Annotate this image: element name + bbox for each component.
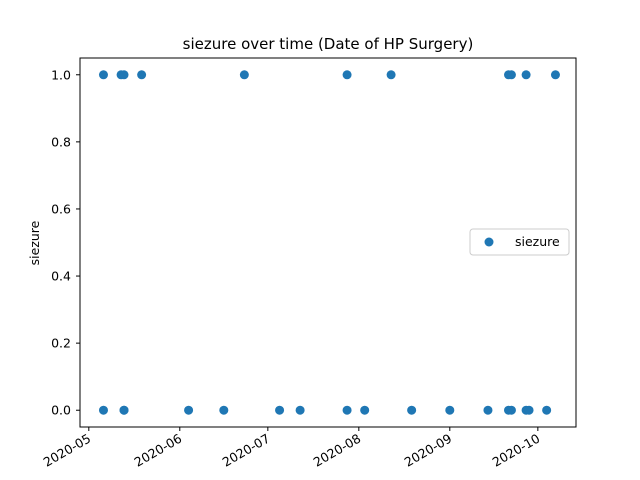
scatter-point <box>137 70 147 80</box>
scatter-point <box>445 405 455 415</box>
y-axis-label: siezure <box>27 220 42 265</box>
scatter-point <box>275 405 285 415</box>
legend-marker <box>484 237 494 247</box>
scatter-point <box>550 70 560 80</box>
scatter-point <box>506 405 516 415</box>
y-tick-label: 0.8 <box>51 134 71 149</box>
legend-label: siezure <box>515 234 560 249</box>
scatter-point <box>386 70 396 80</box>
legend: siezure <box>469 228 570 256</box>
legend-box <box>469 228 570 256</box>
scatter-point <box>521 70 531 80</box>
scatter-point <box>342 405 352 415</box>
y-tick-label: 0.6 <box>51 201 71 216</box>
scatter-point <box>98 405 108 415</box>
y-tick-label: 1.0 <box>51 67 71 82</box>
scatter-point <box>483 405 493 415</box>
scatter-point <box>184 405 194 415</box>
scatter-point <box>506 70 516 80</box>
scatter-point <box>239 70 249 80</box>
scatter-point <box>342 70 352 80</box>
scatter-point <box>542 405 552 415</box>
scatter-point <box>98 70 108 80</box>
scatter-point <box>295 405 305 415</box>
scatter-point <box>360 405 370 415</box>
scatter-point <box>407 405 417 415</box>
points-layer <box>98 70 560 415</box>
y-tick-label: 0.0 <box>51 403 71 418</box>
scatter-point <box>119 70 129 80</box>
scatter-point <box>119 405 129 415</box>
scatter-point <box>219 405 229 415</box>
plot-area-frame <box>79 57 577 428</box>
y-tick-label: 0.4 <box>51 269 71 284</box>
y-axis-ticks: 0.0 0.2 0.4 0.6 0.8 1.0 <box>51 67 80 418</box>
y-tick-label: 0.2 <box>51 336 71 351</box>
chart-title: siezure over time (Date of HP Surgery) <box>183 35 474 53</box>
scatter-point <box>524 405 534 415</box>
